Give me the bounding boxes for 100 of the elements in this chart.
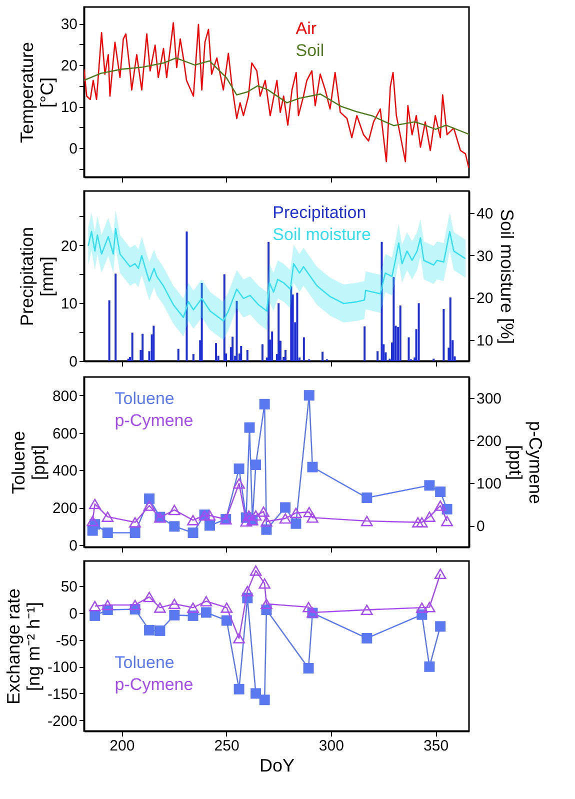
point (154, 625, 166, 636)
y2-tick-label: 40 (476, 205, 494, 222)
point (290, 508, 302, 518)
point (129, 517, 141, 528)
point (416, 602, 428, 613)
point (169, 521, 180, 532)
point (362, 492, 372, 504)
series-label: Toluene (114, 653, 174, 672)
point (144, 493, 155, 504)
y-tick-label: 10 (60, 99, 78, 116)
y2-tick-label: 300 (476, 390, 502, 408)
bar (114, 274, 117, 361)
bar (152, 326, 155, 361)
point (187, 514, 199, 526)
point (204, 510, 216, 521)
bar (246, 350, 248, 361)
bar (284, 350, 286, 361)
point (143, 592, 156, 602)
point (88, 600, 101, 612)
y-axis-title: Precipitation [mm] (16, 226, 57, 326)
y2-axis-title: p-Cymene [ppt] (506, 420, 546, 504)
text: p-Cymene (114, 411, 194, 430)
y2-tick-label: 100 (476, 476, 502, 493)
point (200, 596, 212, 606)
bar (200, 282, 203, 361)
point (412, 517, 424, 528)
point (234, 684, 244, 694)
y2-tick-label: 200 (476, 432, 502, 450)
point (435, 621, 446, 632)
series-label: Air (296, 19, 317, 38)
y2-tick-label: 30 (476, 248, 494, 265)
point (220, 602, 233, 613)
point (102, 528, 113, 538)
bar (261, 344, 264, 361)
point (435, 486, 446, 498)
point (290, 518, 302, 529)
point (434, 568, 446, 580)
point (102, 600, 114, 610)
point (187, 602, 199, 613)
point (240, 516, 252, 527)
y-tick-label: 400 (52, 462, 78, 480)
point (250, 688, 262, 699)
y2-tick-label: 20 (476, 290, 494, 308)
point (360, 516, 373, 526)
bar (399, 305, 402, 361)
bar (376, 351, 379, 361)
point (169, 610, 180, 620)
point (90, 610, 100, 621)
bar (142, 334, 144, 361)
point (302, 602, 314, 612)
x-axis-title: DoY (259, 756, 295, 776)
y-tick-label: 20 (60, 58, 78, 75)
bar (442, 308, 445, 361)
bar (223, 274, 226, 361)
y-tick-label: 800 (52, 388, 78, 405)
point (360, 604, 373, 615)
y-tick-label: -150 (47, 686, 78, 703)
y2-tick-label: 10 (476, 332, 494, 350)
y-axis-title: Toluene [ppt] (8, 430, 48, 494)
point (307, 462, 318, 472)
y-tick-label: -200 (47, 712, 78, 730)
y-axis-title: Temperature [°C] (16, 42, 57, 144)
bar (296, 292, 298, 361)
point (168, 504, 180, 516)
bar (232, 336, 234, 361)
point (424, 661, 435, 672)
line-series (84, 22, 469, 169)
point (102, 512, 114, 522)
bar (449, 297, 452, 361)
point (242, 510, 255, 521)
bar (278, 303, 280, 361)
point (143, 500, 156, 511)
point (424, 602, 436, 612)
bar (108, 300, 110, 361)
y-tick-label: 200 (52, 500, 78, 518)
point (260, 598, 272, 610)
bar (186, 231, 188, 361)
bar (392, 277, 395, 361)
point (441, 516, 453, 526)
point (303, 506, 316, 518)
y2-tick-label: 0 (476, 518, 485, 536)
point (303, 663, 314, 674)
bar (418, 303, 420, 361)
x-tick-label: 250 (214, 738, 240, 754)
point (416, 517, 428, 528)
point (434, 500, 446, 511)
point (88, 498, 101, 510)
point (234, 463, 244, 474)
point (306, 512, 318, 523)
point (242, 586, 254, 596)
x-tick-label: 350 (424, 738, 449, 754)
text: p-Cymene (114, 675, 194, 694)
bar (408, 337, 410, 361)
point (259, 694, 270, 706)
point (250, 510, 262, 521)
bar (290, 286, 292, 361)
bar (364, 326, 366, 361)
point (250, 565, 262, 576)
y-axis-title: Exchange rate [ng m⁻² h⁻¹] (3, 588, 44, 705)
line-series (84, 57, 469, 135)
